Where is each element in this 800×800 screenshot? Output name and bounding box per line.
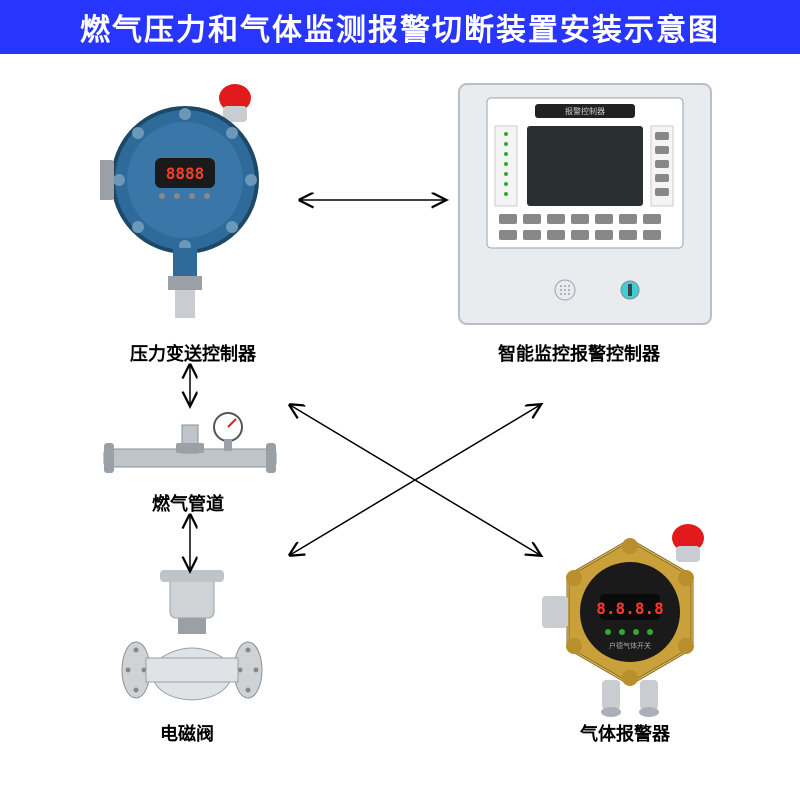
label-pressure-transmitter: 压力变送控制器 (130, 340, 256, 366)
diagram-title: 燃气压力和气体监测报警切断装置安装示意图 (80, 5, 720, 49)
solenoid-valve-icon (100, 570, 280, 720)
svg-text:户德气体开关: 户德气体开关 (609, 641, 651, 650)
controller-panel-icon: 报警控制器 (455, 80, 715, 330)
gas-pipe-icon (100, 405, 280, 485)
svg-text:8888: 8888 (166, 164, 205, 183)
gas-alarm-icon: 8.8.8.8 户德气体开关 (530, 520, 730, 720)
label-controller: 智能监控报警控制器 (498, 340, 660, 366)
pressure-transmitter-icon: 8888 (100, 80, 280, 330)
svg-text:8.8.8.8: 8.8.8.8 (596, 599, 663, 618)
label-gas-alarm: 气体报警器 (580, 720, 670, 746)
title-bar: 燃气压力和气体监测报警切断装置安装示意图 (0, 0, 800, 54)
svg-text:报警控制器: 报警控制器 (565, 106, 605, 116)
label-gas-pipe: 燃气管道 (152, 490, 224, 516)
label-solenoid-valve: 电磁阀 (160, 720, 214, 746)
